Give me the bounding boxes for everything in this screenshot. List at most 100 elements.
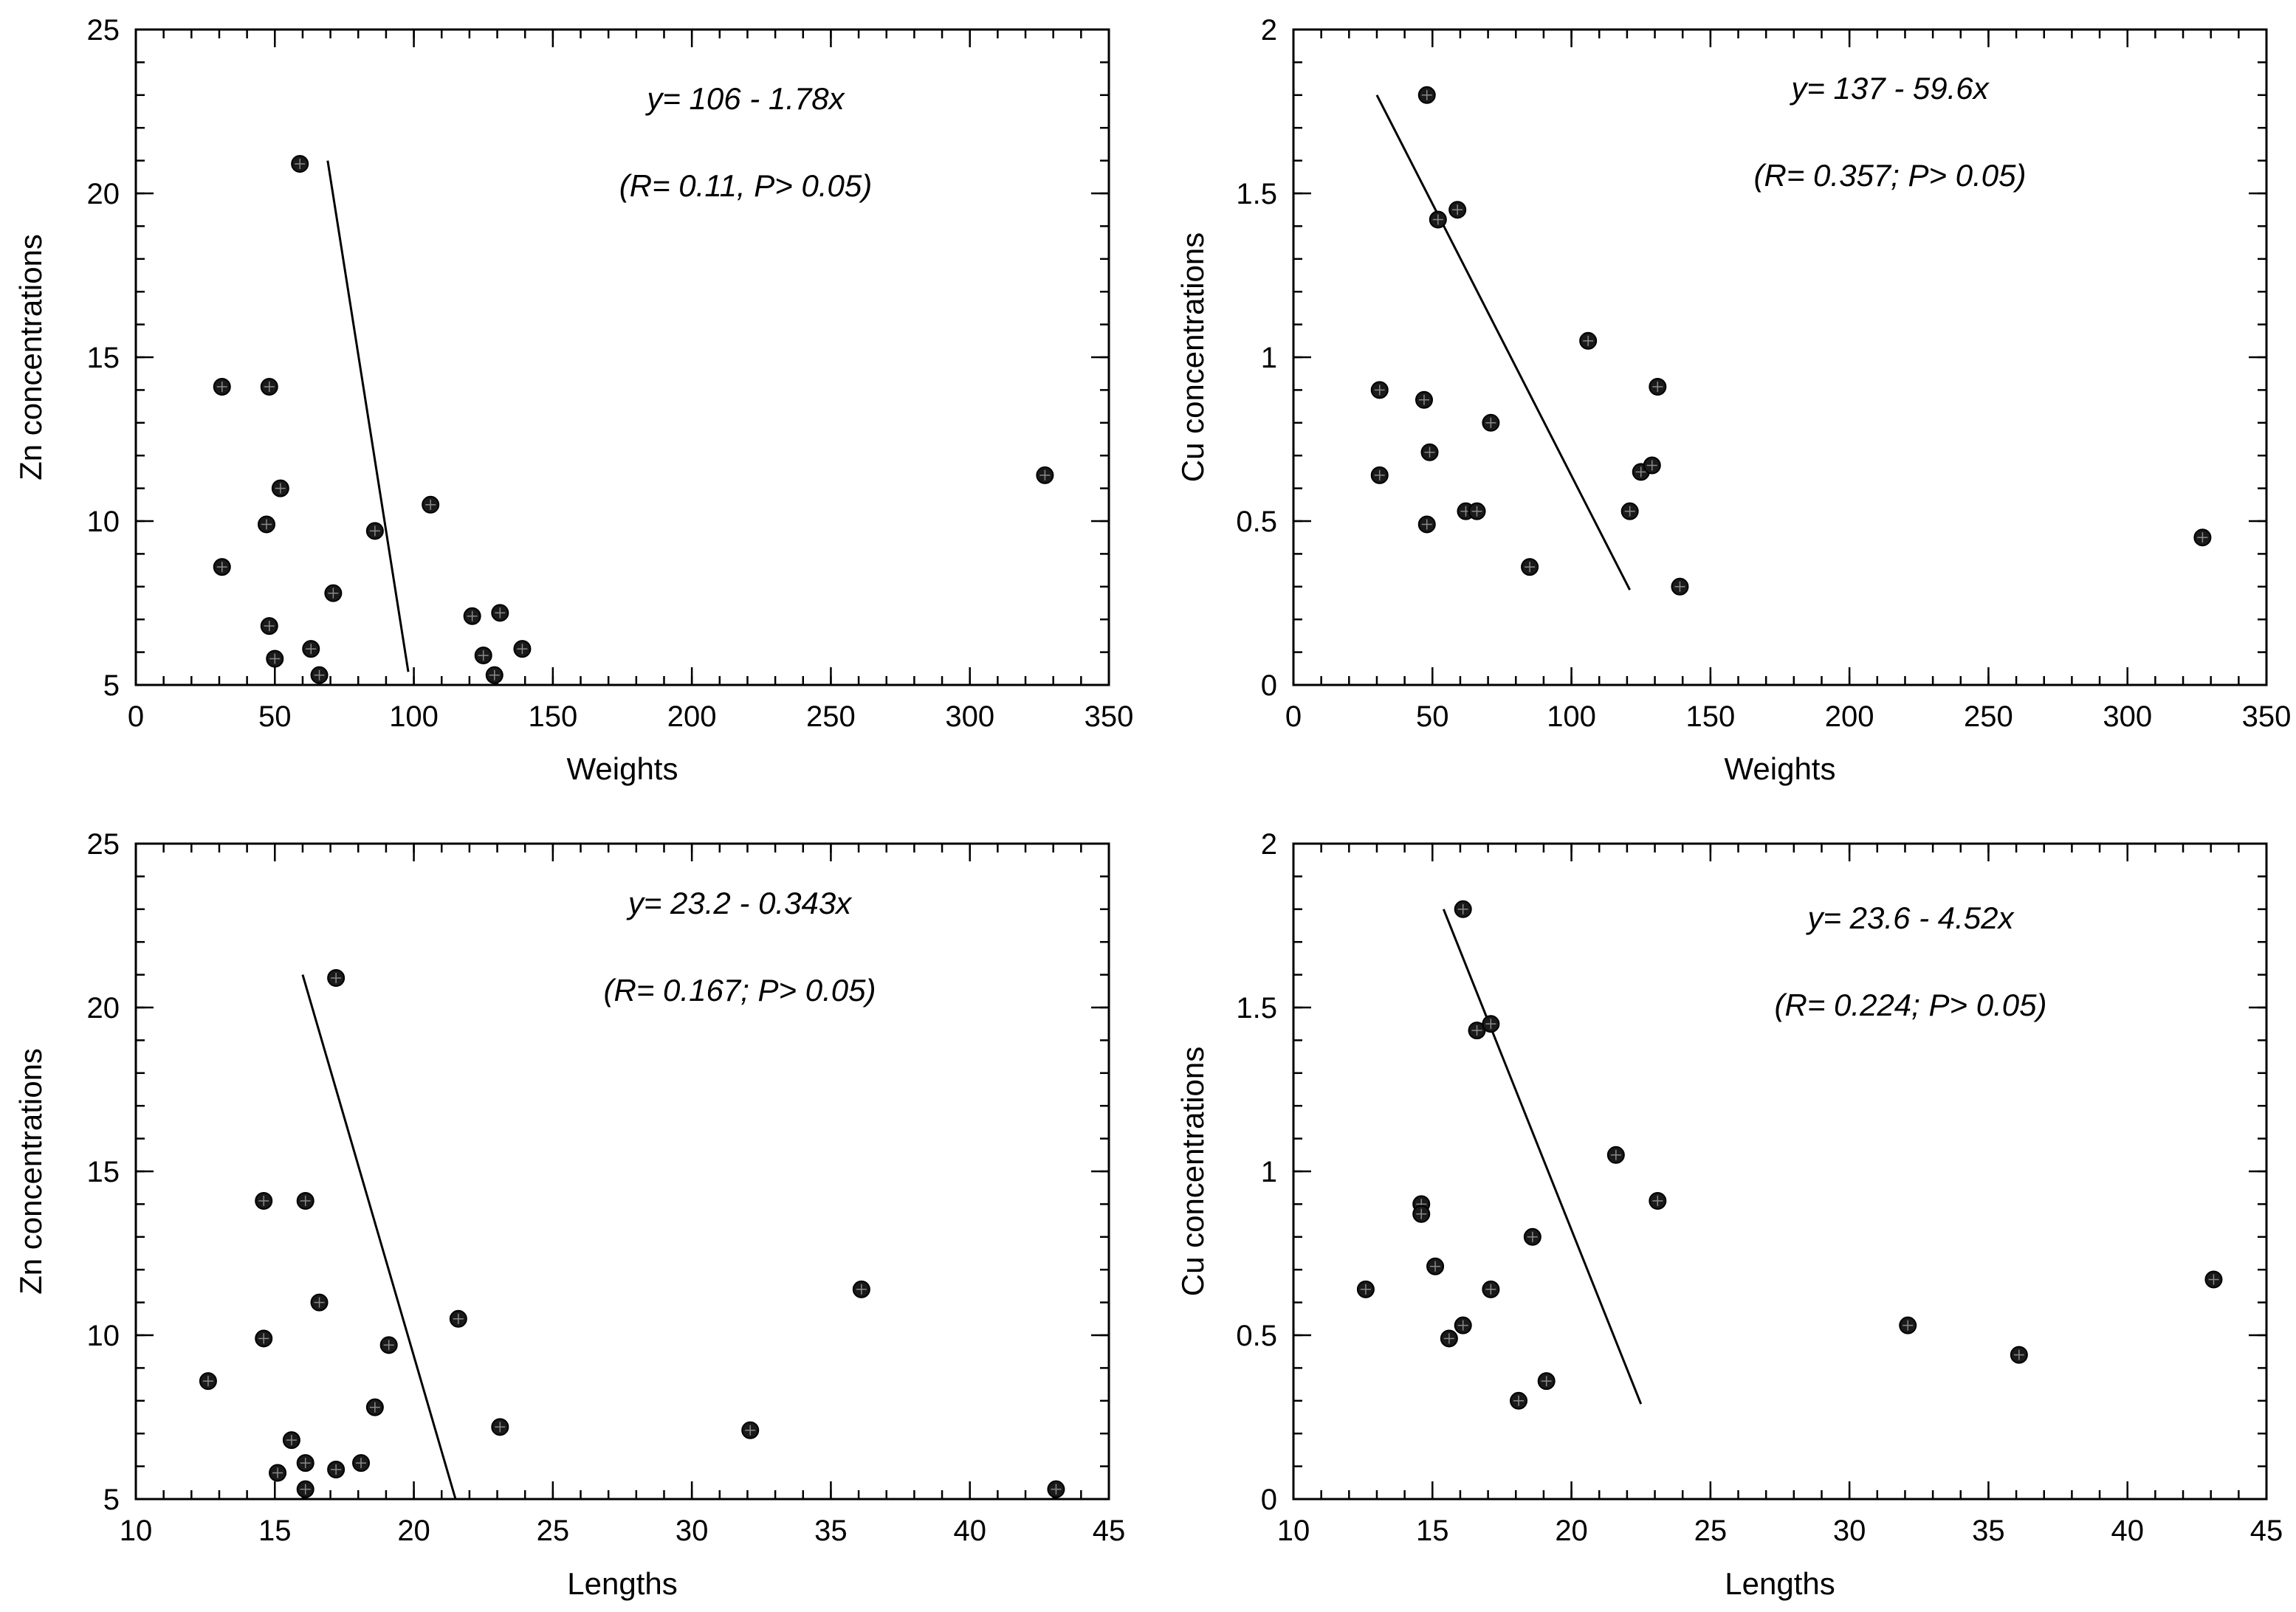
x-tick-label: 200 <box>667 700 717 733</box>
x-tick-label: 25 <box>1694 1515 1728 1547</box>
data-point <box>1454 900 1472 918</box>
regression-equation: y= 137 - 59.6x <box>1789 71 1990 106</box>
x-tick-label: 15 <box>258 1515 292 1547</box>
y-tick-label: 10 <box>87 1320 120 1352</box>
data-point <box>1356 1280 1375 1298</box>
data-point <box>296 1454 315 1472</box>
data-point <box>1482 1015 1500 1033</box>
y-tick-label: 0.5 <box>1236 1320 1277 1352</box>
data-point <box>213 558 231 576</box>
x-tick-label: 150 <box>1685 700 1735 733</box>
data-point <box>266 650 284 668</box>
panel-top-left: 0 50 100 150 200 250 300 350 5 10 15 20 25 Weights Zn … <box>13 14 1133 786</box>
data-point <box>1415 390 1433 409</box>
x-tick-label: 300 <box>2103 700 2152 733</box>
data-point <box>1649 1191 1667 1210</box>
data-point <box>1510 1391 1528 1410</box>
data-point <box>1440 1329 1458 1348</box>
regression-statistics: (R= 0.167; P> 0.05) <box>604 973 876 1008</box>
data-point <box>422 495 440 514</box>
y-tick-label: 15 <box>87 1156 120 1188</box>
data-point <box>1649 377 1667 396</box>
x-tick-label: 40 <box>2111 1515 2144 1547</box>
data-point <box>491 604 509 622</box>
data-point <box>1671 577 1689 596</box>
data-point <box>1417 86 1436 104</box>
x-tick-label: 50 <box>258 700 292 733</box>
x-tick-label: 0 <box>128 700 144 733</box>
y-tick-label: 2 <box>1261 828 1277 861</box>
regression-line <box>301 974 457 1500</box>
y-tick-label: 1 <box>1261 342 1277 374</box>
data-point <box>449 1309 467 1328</box>
x-tick-label: 30 <box>1833 1515 1866 1547</box>
data-point <box>1620 502 1639 520</box>
data-point <box>1370 466 1389 484</box>
x-axis-title: Lengths <box>567 1566 677 1601</box>
data-point <box>199 1372 217 1391</box>
x-tick-label: 250 <box>1964 700 2013 733</box>
x-tick-label: 150 <box>528 700 577 733</box>
data-point <box>1468 502 1486 520</box>
data-point <box>1426 1257 1445 1275</box>
x-tick-label: 20 <box>397 1515 430 1547</box>
data-point <box>291 155 309 173</box>
x-tick-label: 10 <box>120 1515 153 1547</box>
x-tick-label: 10 <box>1277 1515 1310 1547</box>
x-tick-label: 15 <box>1416 1515 1449 1547</box>
y-tick-label: 0 <box>1261 669 1277 702</box>
y-tick-label: 20 <box>87 992 120 1024</box>
data-point <box>1047 1480 1065 1498</box>
data-point <box>1521 558 1539 576</box>
data-point <box>1429 210 1447 229</box>
data-point <box>1448 201 1467 219</box>
x-tick-label: 30 <box>676 1515 709 1547</box>
regression-statistics: (R= 0.224; P> 0.05) <box>1775 988 2047 1022</box>
panel-top-right: 0 50 100 150 200 250 300 350 0 0.5 1 1.5 2 Weights Cu … <box>1175 14 2291 786</box>
x-tick-label: 0 <box>1285 700 1302 733</box>
x-tick-label: 40 <box>953 1515 986 1547</box>
data-point <box>1417 515 1436 534</box>
data-point <box>1412 1205 1431 1223</box>
y-axis-title: Cu concentrations <box>1175 1047 1210 1297</box>
data-point <box>255 1329 273 1348</box>
x-tick-label: 50 <box>1416 700 1449 733</box>
x-tick-label: 350 <box>2242 700 2292 733</box>
data-point <box>352 1454 371 1472</box>
x-tick-label: 45 <box>2250 1515 2283 1547</box>
y-tick-label: 0.5 <box>1236 506 1277 538</box>
y-axis-title: Zn concentrations <box>13 234 48 480</box>
regression-statistics: (R= 0.11, P> 0.05) <box>619 168 872 203</box>
y-tick-label: 5 <box>103 1484 120 1516</box>
x-tick-label: 300 <box>945 700 994 733</box>
x-tick-label: 35 <box>814 1515 848 1547</box>
data-point <box>1482 413 1500 432</box>
data-point <box>296 1191 315 1210</box>
y-tick-label: 15 <box>87 342 120 374</box>
data-point <box>213 377 231 396</box>
data-point <box>302 640 320 658</box>
data-point <box>852 1280 870 1298</box>
data-point <box>260 617 278 636</box>
data-point <box>1523 1227 1541 1246</box>
y-tick-label: 1.5 <box>1236 178 1277 210</box>
data-point <box>491 1418 509 1436</box>
data-point <box>310 666 329 684</box>
y-tick-label: 2 <box>1261 14 1277 46</box>
y-tick-label: 0 <box>1261 1484 1277 1516</box>
y-tick-label: 20 <box>87 178 120 210</box>
x-tick-label: 20 <box>1555 1515 1588 1547</box>
panel-bottom-right: 10 15 20 25 30 35 40 45 0 0.5 1 1.5 2 Lengths Cu conce… <box>1175 828 2283 1601</box>
x-tick-label: 35 <box>1972 1515 2005 1547</box>
y-tick-label: 25 <box>87 828 120 861</box>
x-tick-label: 250 <box>806 700 856 733</box>
data-point <box>282 1431 300 1450</box>
x-tick-label: 100 <box>1547 700 1596 733</box>
x-tick-label: 25 <box>537 1515 570 1547</box>
regression-line <box>1442 909 1643 1405</box>
data-point <box>2010 1346 2028 1364</box>
regression-line <box>1375 94 1631 590</box>
data-point <box>365 522 384 540</box>
data-point <box>1537 1372 1556 1391</box>
data-point <box>365 1398 384 1416</box>
